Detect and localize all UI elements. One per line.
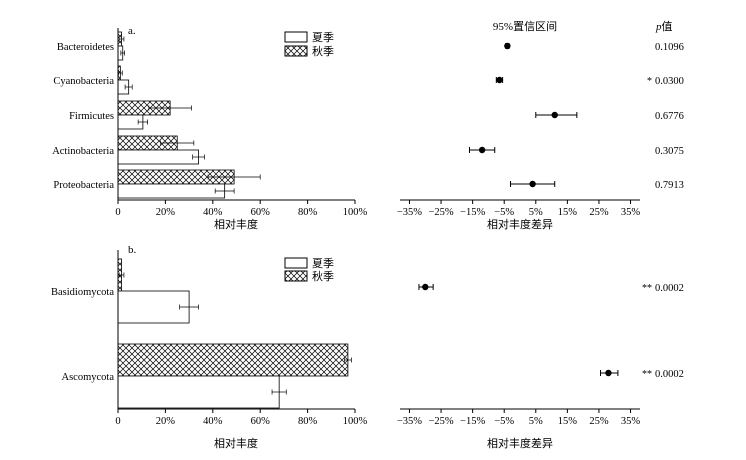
x-tick-label: −25% <box>428 416 453 427</box>
panel-a-p-values: 0.1096 * 0.0300 0.6776 0.3075 0.7913 <box>647 42 684 191</box>
p-header-italic: p <box>655 21 662 33</box>
legend-swatch-summer <box>284 31 308 43</box>
panel-a-bars <box>117 31 261 199</box>
p-value-header: p值 <box>655 20 673 33</box>
panel-b-diff-points <box>418 283 619 377</box>
p-value-actinobacteria: 0.3075 <box>655 146 684 157</box>
diff-point-firmicutes <box>551 111 558 119</box>
x-tick-label: 100% <box>343 207 368 218</box>
x-tick-label: 35% <box>621 207 641 218</box>
x-tick-label: 5% <box>529 207 543 218</box>
panel-b-left-ticks: 0 20% 40% 60% 80% 100% <box>115 409 368 427</box>
x-tick-label: 40% <box>203 207 223 218</box>
panel-a-diff-points <box>468 42 578 188</box>
bar-summer-basidiomycota <box>117 290 190 324</box>
category-label-firmicutes: Firmicutes <box>69 111 114 122</box>
legend-label-autumn: 秋季 <box>312 44 334 58</box>
panel-b-right-xlabel: 相对丰度差异 <box>487 436 553 450</box>
panel-a-left-xlabel: 相对丰度 <box>214 217 258 231</box>
panel-b-bars <box>117 258 352 409</box>
panel-b-left-xlabel: 相对丰度 <box>214 436 258 450</box>
p-header-suffix: 值 <box>662 20 673 33</box>
diff-point-proteobacteria <box>529 180 536 188</box>
p-value-proteobacteria: 0.7913 <box>655 180 684 191</box>
category-label-ascomycota: Ascomycota <box>62 372 115 383</box>
legend-swatch-summer-b <box>284 257 308 269</box>
panel-a-left-plot: Bacteroidetes Cyanobacteria Firmicutes Acti… <box>52 28 368 231</box>
x-tick-label: 25% <box>589 416 609 427</box>
x-tick-label: 5% <box>529 416 543 427</box>
category-label-cyanobacteria: Cyanobacteria <box>53 76 114 87</box>
x-tick-label: −35% <box>397 416 422 427</box>
panel-a-right-ticks: −35% −25% −15% −5% 5% 15% 25% 35% <box>397 200 641 218</box>
legend-label-summer-b: 夏季 <box>312 257 334 270</box>
svg-text:p值: p值 <box>655 20 673 33</box>
diff-point-cyanobacteria <box>496 76 503 84</box>
x-tick-label: −15% <box>460 416 485 427</box>
panel-b-left-plot: Basidiomycota Ascomycota 0 20% 40% 60% 80% 100… <box>51 250 368 450</box>
p-value-bacteroidetes: 0.1096 <box>655 42 684 53</box>
x-tick-label: 35% <box>621 416 641 427</box>
panel-a-legend: 夏季 秋季 <box>284 31 334 58</box>
panel-a-right-xlabel: 相对丰度差异 <box>487 217 553 231</box>
x-tick-label: 0 <box>115 416 120 427</box>
category-label-bacteroidetes: Bacteroidetes <box>57 42 114 53</box>
x-tick-label: 0 <box>115 207 120 218</box>
x-tick-label: 60% <box>251 416 271 427</box>
x-tick-label: −35% <box>397 207 422 218</box>
x-tick-label: −25% <box>428 207 453 218</box>
diff-point-bacteroidetes <box>504 42 511 50</box>
x-tick-label: 80% <box>298 207 318 218</box>
legend-swatch-autumn-b <box>284 270 308 282</box>
panel-b-category-labels: Basidiomycota Ascomycota <box>51 287 114 383</box>
panel-a-right-plot: 95%置信区间 −35% −25% −15% −5% 5% 15% 25% 35% 相对丰度差… <box>397 20 641 231</box>
panel-b-right-plot: −35% −25% −15% −5% 5% 15% 25% 35% 相对丰度差异 <box>397 283 641 450</box>
x-tick-label: 20% <box>156 416 176 427</box>
ci-header: 95%置信区间 <box>493 20 557 33</box>
diff-point-ascomycota <box>605 369 612 377</box>
x-tick-label: −15% <box>460 207 485 218</box>
x-tick-label: −5% <box>494 416 514 427</box>
legend-label-summer: 夏季 <box>312 31 334 44</box>
bar-summer-proteobacteria <box>117 183 226 199</box>
x-tick-label: 25% <box>589 207 609 218</box>
panel-b-label: b. <box>128 244 137 256</box>
panel-b: b. Basidiomycota Ascomycota 0 20% 40% 60% 80%… <box>51 244 684 450</box>
x-tick-label: 60% <box>251 207 271 218</box>
significance-mark-basidiomycota: ** <box>642 283 652 294</box>
category-label-actinobacteria: Actinobacteria <box>52 146 114 157</box>
panel-a-left-ticks: 0 20% 40% 60% 80% 100% <box>115 200 368 218</box>
x-tick-label: 100% <box>343 416 368 427</box>
p-value-ascomycota: 0.0002 <box>655 369 684 380</box>
significance-mark-cyanobacteria: * <box>647 76 652 87</box>
p-value-basidiomycota: 0.0002 <box>655 283 684 294</box>
x-tick-label: −5% <box>494 207 514 218</box>
x-tick-label: 40% <box>203 416 223 427</box>
panel-a-category-labels: Bacteroidetes Cyanobacteria Firmicutes Acti… <box>52 42 114 191</box>
p-value-cyanobacteria: 0.0300 <box>655 76 684 87</box>
x-tick-label: 20% <box>156 207 176 218</box>
significance-mark-ascomycota: ** <box>642 369 652 380</box>
bar-summer-ascomycota <box>117 375 280 409</box>
category-label-proteobacteria: Proteobacteria <box>53 180 114 191</box>
x-tick-label: 80% <box>298 416 318 427</box>
bar-autumn-ascomycota <box>117 343 349 377</box>
category-label-basidiomycota: Basidiomycota <box>51 287 114 298</box>
panel-b-legend: 夏季 秋季 <box>284 257 334 283</box>
panel-b-p-values: ** 0.0002** 0.0002 <box>642 283 684 380</box>
diff-point-basidiomycota <box>422 283 429 291</box>
p-value-firmicutes: 0.6776 <box>655 111 684 122</box>
bar-summer-actinobacteria <box>117 149 199 165</box>
legend-swatch-autumn <box>284 45 308 57</box>
panel-a-label: a. <box>128 25 136 37</box>
x-tick-label: 15% <box>558 207 578 218</box>
diff-point-actinobacteria <box>478 146 486 154</box>
panel-a: a. Bacteroidetes Cyanobacteria Firmicutes A… <box>52 20 684 231</box>
panel-b-right-ticks: −35% −25% −15% −5% 5% 15% 25% 35% <box>397 409 641 427</box>
legend-label-autumn-b: 秋季 <box>312 269 334 283</box>
x-tick-label: 15% <box>558 416 578 427</box>
